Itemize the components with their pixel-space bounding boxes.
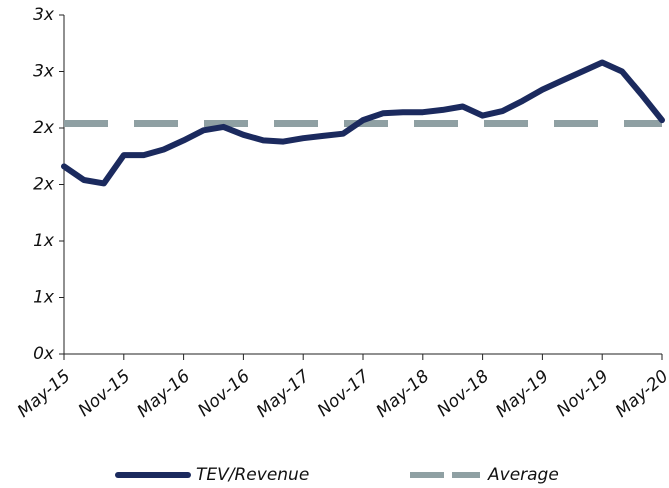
x-tick-label: May-20 — [612, 366, 669, 421]
x-tick-label: May-19 — [492, 366, 553, 421]
x-tick-label: May-16 — [133, 366, 194, 421]
x-tick-label: Nov-16 — [194, 366, 254, 421]
legend-label: TEV/Revenue — [196, 465, 309, 485]
y-tick-label: 1x — [33, 231, 55, 251]
x-tick-label: Nov-17 — [314, 366, 374, 421]
y-tick-label: 0x — [33, 344, 55, 364]
legend-label: Average — [487, 465, 559, 485]
x-tick-label: Nov-19 — [553, 366, 613, 421]
y-tick-label: 3x — [33, 5, 55, 25]
x-tick-label: May-17 — [253, 366, 314, 421]
x-tick-label: Nov-15 — [75, 366, 135, 421]
y-tick-label: 1x — [33, 288, 55, 308]
x-tick-label: Nov-18 — [433, 366, 493, 421]
y-tick-label: 2x — [33, 118, 55, 138]
y-tick-label: 3x — [33, 62, 55, 82]
series-line — [61, 59, 665, 187]
x-tick-label: May-15 — [14, 366, 75, 421]
y-tick-label: 2x — [33, 175, 55, 195]
x-tick-label: May-18 — [373, 366, 434, 421]
